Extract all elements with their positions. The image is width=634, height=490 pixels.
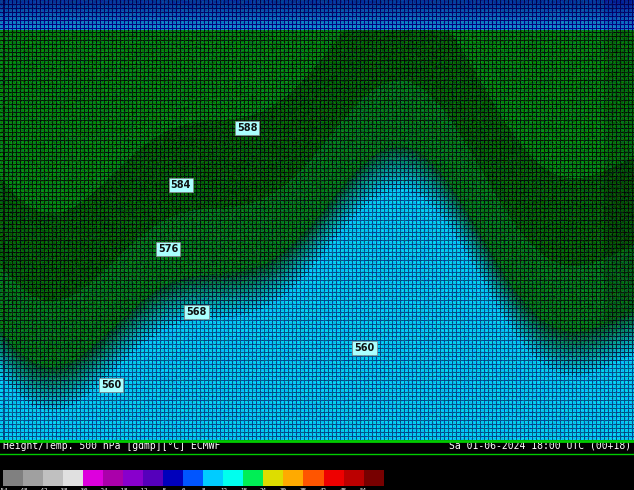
Text: 560: 560 xyxy=(354,343,375,353)
Bar xyxy=(63,469,83,486)
Bar xyxy=(183,469,204,486)
Text: Sa 01-06-2024 18:00 UTC (00+18): Sa 01-06-2024 18:00 UTC (00+18) xyxy=(449,441,631,450)
Text: Height/Temp. 500 hPa [gdmp][°C] ECMWF: Height/Temp. 500 hPa [gdmp][°C] ECMWF xyxy=(3,441,221,450)
Text: 568: 568 xyxy=(186,307,207,318)
Text: -18: -18 xyxy=(118,488,129,490)
Text: 42: 42 xyxy=(320,488,327,490)
Text: 12: 12 xyxy=(220,488,227,490)
Bar xyxy=(323,469,344,486)
Text: 18: 18 xyxy=(240,488,247,490)
Bar xyxy=(123,469,143,486)
Text: 588: 588 xyxy=(237,122,257,133)
Bar xyxy=(363,469,384,486)
Text: 576: 576 xyxy=(158,244,178,254)
Text: -42: -42 xyxy=(38,488,48,490)
Text: -38: -38 xyxy=(58,488,68,490)
Bar xyxy=(344,469,363,486)
Text: 0: 0 xyxy=(181,488,185,490)
Bar xyxy=(3,469,23,486)
Text: -12: -12 xyxy=(138,488,148,490)
Text: -8: -8 xyxy=(160,488,167,490)
Bar xyxy=(43,469,63,486)
Bar xyxy=(304,469,323,486)
Bar xyxy=(83,469,103,486)
Bar xyxy=(204,469,223,486)
Text: 8: 8 xyxy=(202,488,205,490)
Bar xyxy=(103,469,123,486)
Text: -30: -30 xyxy=(78,488,89,490)
Text: 48: 48 xyxy=(340,488,347,490)
Text: -54: -54 xyxy=(0,488,8,490)
Bar xyxy=(223,469,243,486)
Text: 54: 54 xyxy=(360,488,367,490)
Text: -24: -24 xyxy=(98,488,108,490)
Text: -48: -48 xyxy=(18,488,29,490)
Bar xyxy=(143,469,164,486)
Text: 560: 560 xyxy=(101,380,121,390)
Bar xyxy=(243,469,264,486)
Text: 584: 584 xyxy=(171,180,191,190)
Text: 38: 38 xyxy=(300,488,307,490)
Bar xyxy=(164,469,183,486)
Text: 24: 24 xyxy=(260,488,267,490)
Bar xyxy=(23,469,43,486)
Bar xyxy=(264,469,283,486)
Text: 30: 30 xyxy=(280,488,287,490)
Bar xyxy=(283,469,304,486)
